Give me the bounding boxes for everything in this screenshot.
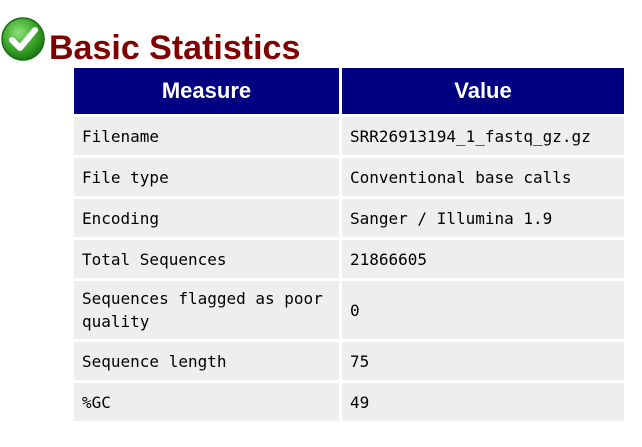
table-row: Filename SRR26913194_1_fastq_gz.gz [74, 117, 624, 155]
table-row: File type Conventional base calls [74, 158, 624, 196]
table-header-row: Measure Value [74, 68, 624, 114]
value-cell: 0 [342, 281, 624, 339]
table-row: Sequences flagged as poor quality 0 [74, 281, 624, 339]
value-cell: Sanger / Illumina 1.9 [342, 199, 624, 237]
measure-cell: Filename [74, 117, 339, 155]
pass-check-icon [1, 17, 45, 61]
table-row: Encoding Sanger / Illumina 1.9 [74, 199, 624, 237]
basic-statistics-table: Measure Value Filename SRR26913194_1_fas… [71, 65, 627, 424]
measure-cell: Sequences flagged as poor quality [74, 281, 339, 339]
measure-cell: Total Sequences [74, 240, 339, 278]
table-row: Total Sequences 21866605 [74, 240, 624, 278]
value-cell: 21866605 [342, 240, 624, 278]
value-cell: Conventional base calls [342, 158, 624, 196]
measure-cell: Encoding [74, 199, 339, 237]
value-cell: SRR26913194_1_fastq_gz.gz [342, 117, 624, 155]
measure-cell: File type [74, 158, 339, 196]
table-row: Sequence length 75 [74, 342, 624, 380]
column-header-value: Value [342, 68, 624, 114]
section-title: Basic Statistics [49, 29, 301, 67]
value-cell: 75 [342, 342, 624, 380]
column-header-measure: Measure [74, 68, 339, 114]
measure-cell: %GC [74, 383, 339, 421]
measure-cell: Sequence length [74, 342, 339, 380]
value-cell: 49 [342, 383, 624, 421]
table-row: %GC 49 [74, 383, 624, 421]
